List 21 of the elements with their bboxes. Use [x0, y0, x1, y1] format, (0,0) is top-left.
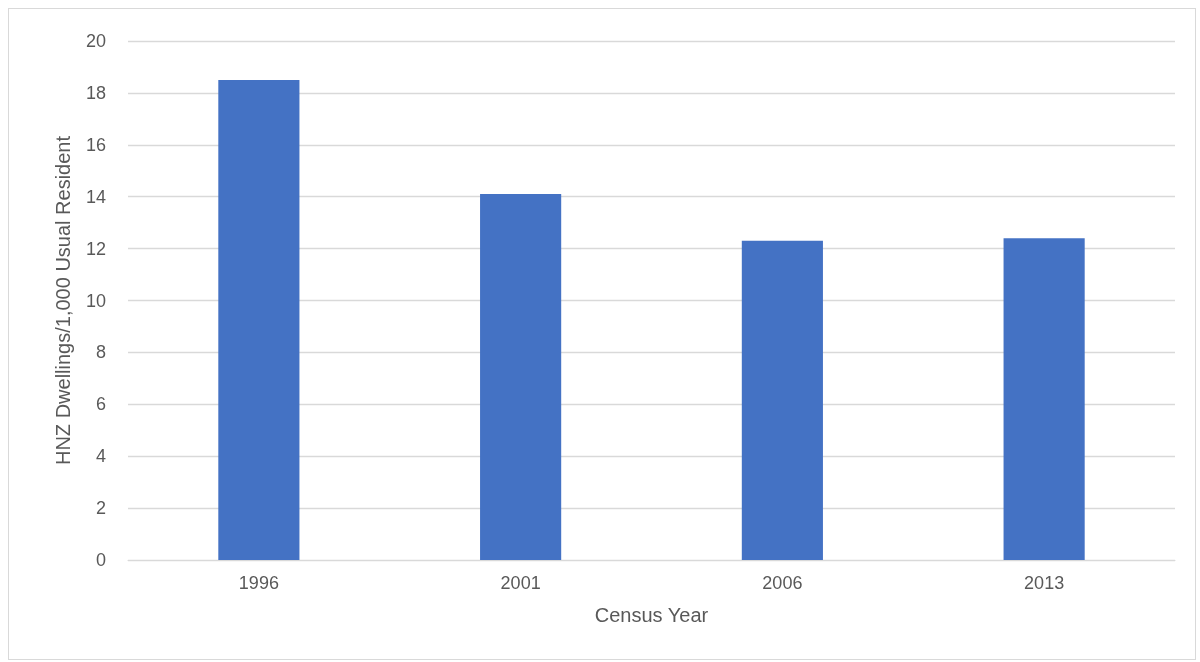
bar [218, 79, 300, 560]
y-tick-label: 0 [95, 550, 106, 570]
y-axis-title: HNZ Dwellings/1,000 Usual Resident [52, 135, 74, 466]
bar [741, 240, 823, 560]
bar [1003, 238, 1085, 560]
y-tick-label: 12 [85, 238, 106, 259]
bar [480, 194, 562, 560]
x-axis-title: Census Year [594, 604, 709, 626]
x-tick-label: 2006 [762, 573, 803, 593]
y-tick-label: 6 [95, 394, 106, 415]
y-tick-label: 16 [85, 134, 106, 155]
x-tick-label: 2001 [500, 573, 541, 593]
y-tick-label: 8 [95, 342, 106, 363]
x-tick-label: 2013 [1024, 573, 1065, 593]
y-tick-label: 14 [85, 186, 106, 207]
x-tick-label: 1996 [238, 573, 279, 593]
y-tick-label: 10 [85, 290, 106, 311]
y-tick-label: 4 [95, 446, 106, 467]
y-tick-label: 18 [85, 82, 106, 103]
y-tick-label: 20 [85, 31, 106, 51]
y-tick-label: 2 [95, 498, 106, 519]
